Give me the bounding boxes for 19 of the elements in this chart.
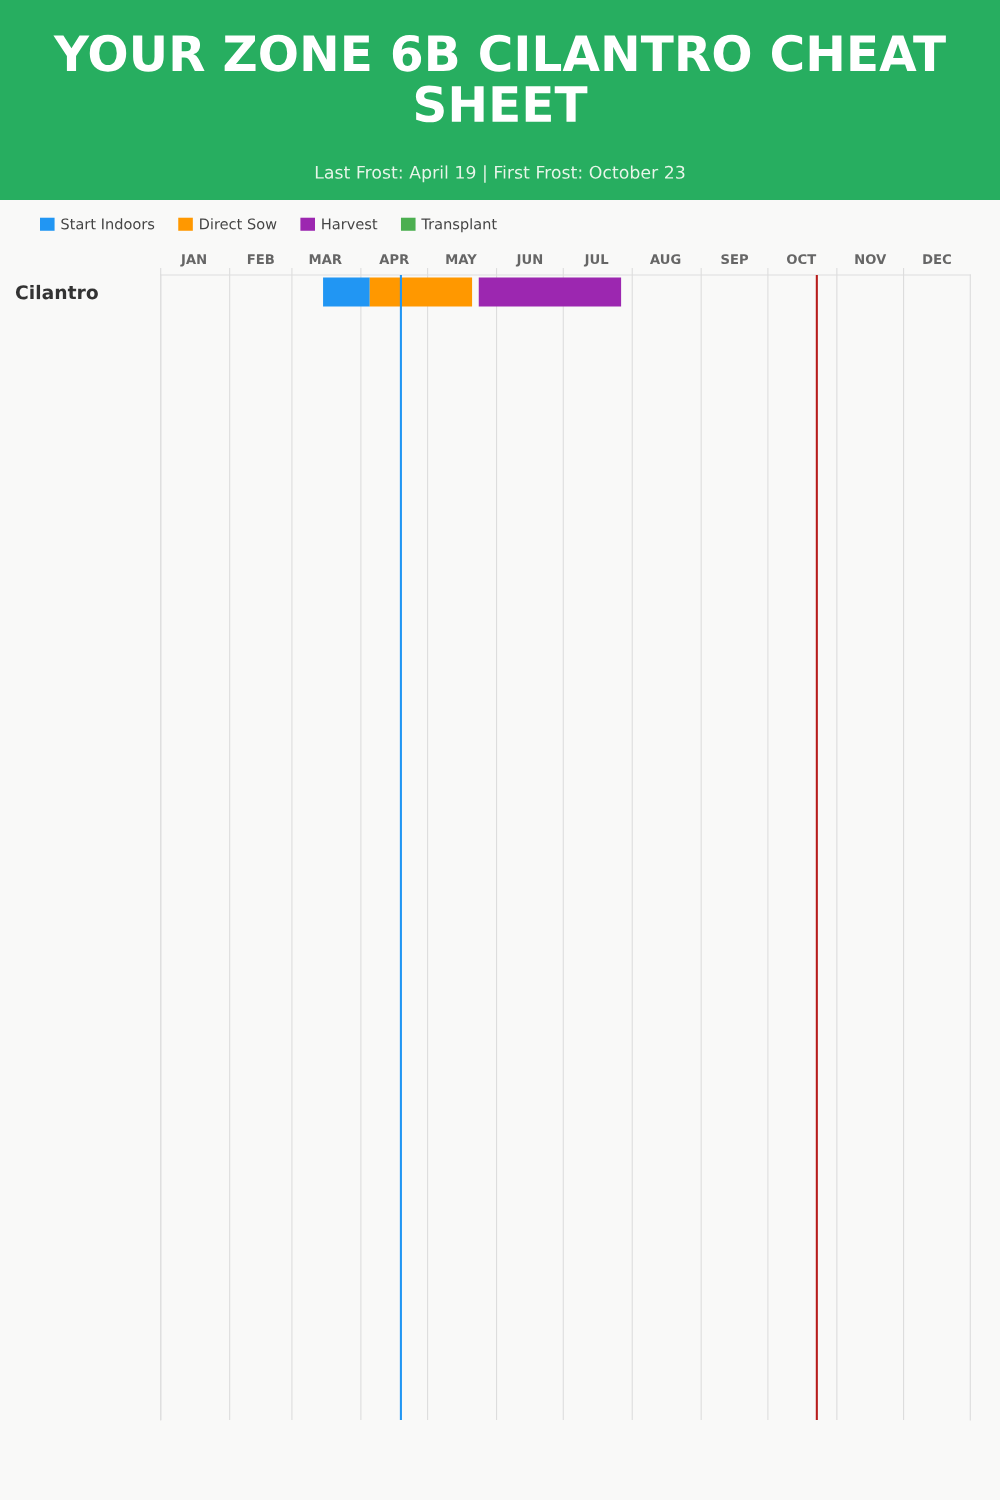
x-tick-label: JAN	[180, 254, 206, 267]
x-tick-label: MAY	[446, 254, 477, 264]
legend-label: Start Indoors	[61, 218, 155, 230]
x-tick-label: SEP	[721, 254, 749, 265]
x-tick-label: NOV	[855, 254, 887, 265]
x-tick-label: JUN	[515, 254, 543, 267]
x-tick-label: OCT	[786, 254, 817, 265]
y-tick-label: Cilantro	[15, 284, 98, 300]
chart-subtitle: Last Frost: April 19 | First Frost: October 23	[315, 165, 685, 183]
chart-title: YOUR ZONE 6B CILANTRO CHEAT SHEET	[53, 34, 946, 123]
x-tick-label: FEB	[247, 254, 274, 264]
legend-label: Direct Sow	[200, 218, 277, 230]
x-tick-label: DEC	[923, 254, 951, 265]
x-tick-label: MAR	[309, 254, 342, 264]
x-tick-label: AUG	[649, 254, 681, 265]
x-tick-label: APR	[379, 254, 409, 264]
legend-label: Harvest	[322, 218, 378, 230]
x-tick-label: JUL	[583, 254, 609, 267]
legend-label: Transplant	[421, 218, 497, 233]
